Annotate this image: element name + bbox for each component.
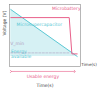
svg-text:Voltage (V): Voltage (V): [2, 10, 7, 35]
svg-text:Usable energy: Usable energy: [27, 74, 60, 79]
svg-text:Energyavailable: Energyavailable: [11, 49, 32, 59]
svg-text:V_min: V_min: [10, 41, 24, 47]
svg-text:Microbattery: Microbattery: [52, 6, 81, 11]
svg-text:Time(s): Time(s): [80, 62, 97, 67]
svg-text:Time(s): Time(s): [36, 83, 54, 88]
svg-text:Microsupercapacitor: Microsupercapacitor: [17, 22, 63, 27]
